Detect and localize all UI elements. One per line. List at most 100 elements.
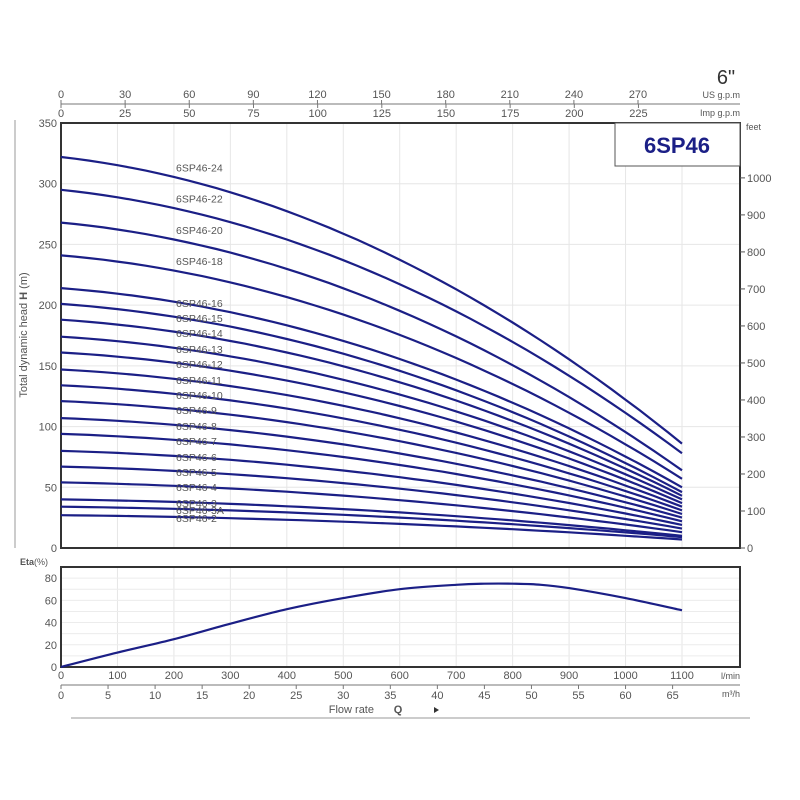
curve-label: 6SP46-14 [176,328,223,340]
curve-label: 6SP46-12 [176,359,223,371]
flow-symbol: Q [394,704,403,716]
curve-label: 6SP46-4 [176,482,217,494]
lmin-tick-label: 0 [58,670,64,682]
head-curve-6sp46-24 [60,155,683,445]
curve-labels: 6SP46-24 6SP46-22 6SP46-20 6SP46-18 6SP46-16… [176,163,224,525]
curve-label: 6SP46-7 [176,436,217,448]
title-box [614,122,741,167]
imp-gpm-tick-label: 125 [373,108,391,120]
feet-tick-label: 100 [747,506,765,518]
head-curve-6sp46-6 [60,449,683,526]
feet-tick-label: 400 [747,395,765,407]
us-gpm-tick-label: 90 [247,89,259,101]
head-tick-label: 200 [39,300,57,312]
head-curve-6sp46-18 [60,254,683,480]
head-tick-label: 250 [39,239,57,251]
flow-arrow-icon [434,707,439,713]
head-curve-6sp46-3a [60,505,683,539]
head-curve-6sp46-15 [60,302,683,494]
feet-tick-label: 900 [747,210,765,222]
curve-label: 6SP46-3 [176,498,217,510]
feet-tick-label: 700 [747,284,765,296]
us-gpm-tick-label: 0 [58,89,64,101]
eta-tick-label: 80 [45,573,57,585]
head-tick-label: 0 [51,543,57,555]
head-curve-6sp46-11 [60,368,683,508]
eta-tick-label: 20 [45,640,57,652]
eta-tick-label: 40 [45,618,57,630]
eta-tick-label: 60 [45,595,57,607]
lmin-tick-label: 200 [165,670,183,682]
curve-label: 6SP46-2 [176,513,217,525]
head-tick-label: 150 [39,361,57,373]
lmin-tick-label: 1000 [613,670,637,682]
head-curve-6sp46-4 [60,481,683,534]
lmin-unit: l/min [721,671,740,681]
head-curve-6sp46-22 [60,188,683,455]
lmin-tick-label: 900 [560,670,578,682]
curve-label: 6SP46-11 [176,375,222,387]
eta-plot-frame [60,566,741,668]
us-gpm-tick-label: 150 [372,89,390,101]
head-curve-6sp46-2 [60,514,683,541]
feet-tick-label: 0 [747,543,753,555]
m3h-tick-label: 20 [243,690,255,702]
head-curves [60,155,683,541]
m3h-tick-label: 45 [478,690,490,702]
head-curve-6sp46-13 [60,335,683,501]
imp-gpm-tick-label: 225 [629,108,647,120]
us-gpm-tick-label: 30 [119,89,131,101]
us-gpm-unit: US g.p.m [702,90,740,100]
imp-gpm-tick-label: 25 [119,108,131,120]
imp-gpm-tick-label: 175 [501,108,519,120]
imp-gpm-tick-label: 0 [58,108,64,120]
eta-curve [60,582,683,669]
head-curve-6sp46-9 [60,400,683,516]
feet-tick-label: 200 [747,469,765,481]
curve-label: 6SP46-24 [176,163,223,175]
imp-gpm-unit: Imp g.p.m [700,108,740,118]
head-curve-6sp46-8 [60,417,683,519]
us-gpm-tick-label: 180 [436,89,454,101]
m3h-tick-label: 65 [666,690,678,702]
curve-label: 6SP46-16 [176,298,223,310]
head-plot-frame [60,122,741,549]
curve-label: 6SP46-22 [176,194,223,206]
eta-axis: 0 20 40 60 80 [45,573,57,674]
feet-tick-label: 1000 [747,173,771,185]
head-curve-6sp46-14 [60,318,683,497]
head-tick-label: 100 [39,422,57,434]
feet-axis: 0 100 200 300 400 500 600 700 800 900 1000 [740,173,771,555]
m3h-tick-label: 10 [149,690,161,702]
m3h-tick-label: 60 [619,690,631,702]
curve-label: 6SP46-10 [176,390,223,402]
curve-label: 6SP46-20 [176,225,223,237]
m3h-tick-label: 30 [337,690,349,702]
m3h-tick-label: 25 [290,690,302,702]
imp-gpm-tick-label: 100 [308,108,326,120]
eta-axis-label: Eta(%) [20,557,48,567]
curve-label: 6SP46-3A [176,505,224,517]
head-tick-label: 300 [39,179,57,191]
m3h-tick-label: 15 [196,690,208,702]
head-tick-label: 50 [45,482,57,494]
head-curve-6sp46-10 [60,384,683,512]
m3h-tick-label: 50 [525,690,537,702]
feet-tick-label: 300 [747,432,765,444]
lmin-tick-label: 1100 [670,670,694,682]
us-gpm-tick-label: 270 [629,89,647,101]
imp-gpm-tick-label: 200 [565,108,583,120]
feet-tick-label: 500 [747,358,765,370]
curve-label: 6SP46-5 [176,467,217,479]
lmin-tick-label: 100 [108,670,126,682]
m3h-tick-label: 0 [58,690,64,702]
us-gpm-tick-label: 60 [183,89,195,101]
lmin-tick-label: 700 [447,670,465,682]
top-axes: 0 30 60 90 120 150 180 210 240 270 0 25 50 75 100 125 15… [58,89,740,120]
curve-label: 6SP46-8 [176,421,217,433]
curve-label: 6SP46-13 [176,344,223,356]
lmin-tick-label: 500 [334,670,352,682]
head-curve-6sp46-12 [60,351,683,505]
m3h-tick-label: 40 [431,690,443,702]
